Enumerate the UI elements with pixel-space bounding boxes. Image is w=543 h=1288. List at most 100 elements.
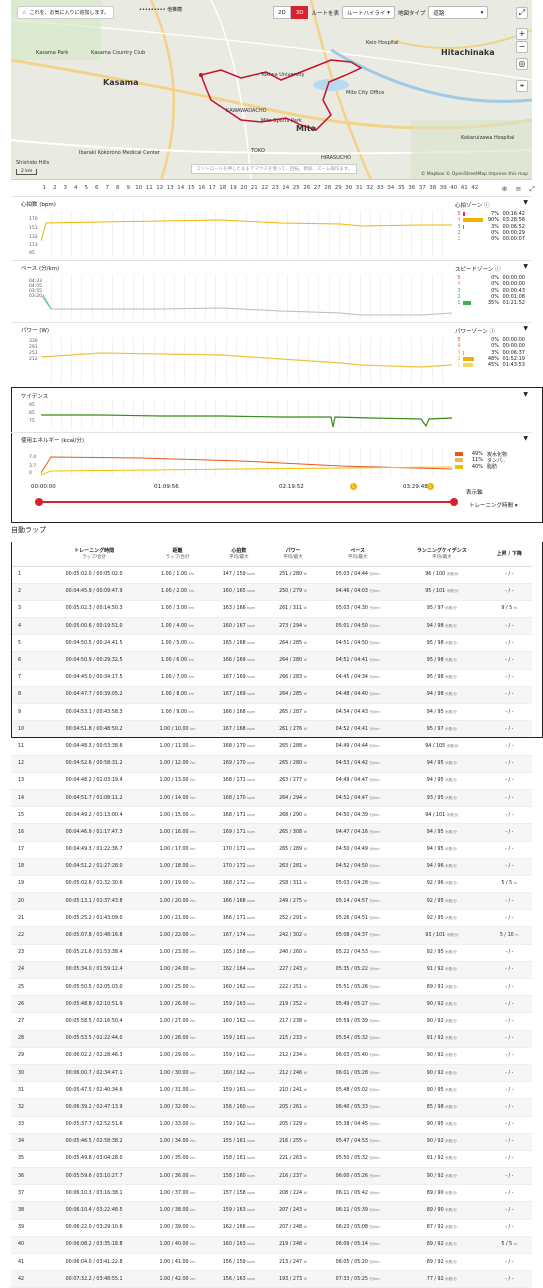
lap-number[interactable]: 21 <box>250 185 258 191</box>
route-map[interactable]: ☆ これを、お気に入りに追加します。 ••••••••• 他推薦 2D 3D ル… <box>11 0 532 180</box>
table-row[interactable]: 36 00:05:59.6 / 03:10:27.7 1.00 / 36.00 km… <box>11 1167 532 1186</box>
lap-marker-icon[interactable]: L <box>350 483 357 490</box>
table-row[interactable]: 14 00:04:51.7 / 01:08:11.2 1.00 / 14.00 km… <box>11 789 532 808</box>
lap-number[interactable]: 17 <box>208 185 216 191</box>
table-row[interactable]: 37 00:06:10.3 / 03:16:38.1 1.00 / 37.00 km… <box>11 1184 532 1203</box>
column-header[interactable]: パワー 平均/最大 <box>267 542 319 567</box>
chevron-down-icon[interactable]: ▼ <box>523 325 528 332</box>
compass-icon[interactable]: ◎ <box>516 58 528 70</box>
table-row[interactable]: 5 00:04:50.5 / 00:24:41.5 1.00 / 5.00 km 16… <box>11 634 532 653</box>
timeline-start-handle[interactable] <box>35 498 43 506</box>
lap-number[interactable]: 14 <box>177 185 185 191</box>
table-row[interactable]: 10 00:04:51.8 / 00:48:50.2 1.00 / 10.00 km… <box>11 720 532 739</box>
lap-number[interactable]: 31 <box>355 185 363 191</box>
lap-marker-icon[interactable]: L <box>427 483 434 490</box>
lap-number[interactable]: 8 <box>116 185 120 191</box>
table-row[interactable]: 8 00:04:47.7 / 00:39:05.2 1.00 / 8.00 km 16… <box>11 686 532 705</box>
lap-number[interactable]: 33 <box>376 185 384 191</box>
table-row[interactable]: 38 00:06:10.4 / 03:22:48.5 1.00 / 38.00 km… <box>11 1201 532 1220</box>
lap-number[interactable]: 24 <box>282 185 290 191</box>
fullscreen-icon[interactable]: ⤢ <box>516 7 528 19</box>
lap-number[interactable]: 9 <box>126 185 131 191</box>
table-row[interactable]: 28 00:05:53.5 / 02:22:44.0 1.00 / 28.00 km… <box>11 1030 532 1048</box>
table-row[interactable]: 2 00:04:45.9 / 00:09:47.9 1.00 / 2.00 km 16… <box>11 583 532 601</box>
column-header[interactable]: 上昇 / 下降 <box>486 542 532 567</box>
view-3d-button[interactable]: 3D <box>290 6 309 19</box>
table-row[interactable]: 33 00:05:37.7 / 02:52:51.6 1.00 / 33.00 km… <box>11 1116 532 1134</box>
table-row[interactable]: 12 00:04:52.6 / 00:58:31.2 1.00 / 12.00 km… <box>11 755 532 773</box>
lap-number[interactable]: 2 <box>53 185 57 191</box>
chevron-down-icon[interactable]: ▼ <box>523 435 528 442</box>
table-row[interactable]: 13 00:04:48.2 / 01:03:19.4 1.00 / 13.00 km… <box>11 772 532 790</box>
table-row[interactable]: 31 00:05:47.5 / 02:40:34.6 1.00 / 31.00 km… <box>11 1081 532 1100</box>
table-row[interactable]: 27 00:05:58.5 / 02:16:50.4 1.00 / 27.00 km… <box>11 1012 532 1031</box>
table-row[interactable]: 25 00:05:50.5 / 02:05:03.0 1.00 / 25.00 km… <box>11 978 532 997</box>
lap-number[interactable]: 41 <box>460 185 468 191</box>
table-row[interactable]: 15 00:04:49.2 / 01:13:00.4 1.00 / 15.00 km… <box>11 806 532 825</box>
table-row[interactable]: 19 00:05:02.6 / 01:32:30.6 1.00 / 19.00 km… <box>11 875 532 894</box>
chevron-down-icon[interactable]: ▼ <box>523 263 528 270</box>
locate-icon[interactable]: ⌖ <box>516 80 528 92</box>
table-row[interactable]: 6 00:04:50.9 / 00:29:32.5 1.00 / 6.00 km 16… <box>11 651 532 670</box>
lap-number[interactable]: 42 <box>471 185 479 191</box>
view-toggle[interactable]: 2D 3D <box>273 6 309 19</box>
lap-number[interactable]: 28 <box>324 185 332 191</box>
lap-number[interactable]: 11 <box>145 185 153 191</box>
lap-number[interactable]: 19 <box>229 185 237 191</box>
table-row[interactable]: 4 00:05:00.6 / 00:19:51.0 1.00 / 4.00 km 16… <box>11 617 532 636</box>
lap-number[interactable]: 26 <box>303 185 311 191</box>
table-row[interactable]: 30 00:06:00.7 / 02:34:47.1 1.00 / 30.00 km… <box>11 1064 532 1083</box>
timeline-end-handle[interactable] <box>450 498 458 506</box>
lap-number[interactable]: 15 <box>187 185 195 191</box>
table-row[interactable]: 32 00:06:39.2 / 02:47:13.9 1.00 / 32.00 km… <box>11 1098 532 1117</box>
table-row[interactable]: 26 00:05:48.8 / 02:10:51.9 1.00 / 26.00 km… <box>11 995 532 1014</box>
column-header[interactable]: 距離 ラップ/合計 <box>145 542 210 567</box>
zoom-icon[interactable]: ⊕ <box>501 185 508 193</box>
table-row[interactable]: 23 00:05:21.6 / 01:53:38.4 1.00 / 23.00 km… <box>11 944 532 962</box>
table-row[interactable]: 3 00:05:02.3 / 00:14:50.3 1.00 / 3.00 km 16… <box>11 600 532 619</box>
table-row[interactable]: 42 00:07:32.2 / 03:48:55.1 1.00 / 42.00 km… <box>11 1270 532 1288</box>
filter-icon[interactable]: ≡ <box>515 185 522 193</box>
table-row[interactable]: 29 00:06:02.2 / 02:28:46.3 1.00 / 29.00 km… <box>11 1047 532 1065</box>
axis-mode-select[interactable]: トレーニング時間 ▾ <box>469 503 518 509</box>
table-row[interactable]: 11 00:04:48.3 / 00:53:38.6 1.00 / 11.00 km… <box>11 737 532 756</box>
lap-number[interactable]: 29 <box>334 185 342 191</box>
column-header[interactable]: 心拍数 平均/最大 <box>209 542 268 567</box>
column-header[interactable]: ペース 平均/最大 <box>318 542 398 567</box>
lap-number[interactable]: 1 <box>42 185 47 191</box>
lap-number[interactable]: 13 <box>166 185 174 191</box>
lap-number[interactable]: 6 <box>95 185 99 191</box>
table-row[interactable]: 21 00:05:25.2 / 01:43:09.0 1.00 / 21.00 km… <box>11 909 532 928</box>
table-row[interactable]: 9 00:04:53.1 / 00:43:58.3 1.00 / 9.00 km 16… <box>11 703 532 722</box>
lap-number[interactable]: 32 <box>366 185 374 191</box>
lap-number[interactable]: 22 <box>261 185 269 191</box>
route-show-toggle[interactable]: ルートを表 <box>311 9 339 17</box>
lap-number[interactable]: 35 <box>397 185 405 191</box>
lap-number[interactable]: 25 <box>292 185 300 191</box>
column-header[interactable] <box>11 542 43 567</box>
column-header[interactable]: トレーニング時間 ラップ/合計 <box>43 542 146 567</box>
table-row[interactable]: 7 00:04:45.0 / 00:34:17.5 1.00 / 7.00 km 16… <box>11 669 532 687</box>
map-attribution[interactable]: © Mapbox © OpenStreetMap Improve this ma… <box>420 172 528 177</box>
lap-number[interactable]: 36 <box>408 185 416 191</box>
table-row[interactable]: 22 00:05:07.8 / 01:48:16.8 1.00 / 22.00 km… <box>11 926 532 945</box>
table-row[interactable]: 24 00:05:34.0 / 01:59:12.4 1.00 / 24.00 km… <box>11 961 532 980</box>
lap-number[interactable]: 30 <box>345 185 353 191</box>
lap-number[interactable]: 20 <box>240 185 248 191</box>
lap-number[interactable]: 27 <box>313 185 321 191</box>
table-row[interactable]: 18 00:04:51.2 / 01:27:28.0 1.00 / 18.00 km… <box>11 858 532 876</box>
chevron-down-icon[interactable]: ▼ <box>523 391 528 398</box>
table-row[interactable]: 34 00:05:46.5 / 02:58:38.2 1.00 / 34.00 km… <box>11 1133 532 1151</box>
table-row[interactable]: 41 00:06:04.0 / 03:41:22.8 1.00 / 41.00 km… <box>11 1253 532 1272</box>
lap-number[interactable]: 34 <box>387 185 395 191</box>
lap-number[interactable]: 39 <box>439 185 447 191</box>
lap-number[interactable]: 10 <box>135 185 143 191</box>
favorite-toggle[interactable]: ☆ これを、お気に入りに追加します。 <box>17 6 114 19</box>
lap-number[interactable]: 37 <box>418 185 426 191</box>
table-row[interactable]: 39 00:06:22.0 / 03:29:10.6 1.00 / 39.00 km… <box>11 1219 532 1237</box>
map-type-select[interactable]: 道路 ▾ <box>428 6 489 19</box>
table-row[interactable]: 16 00:04:46.9 / 01:17:47.3 1.00 / 16.00 km… <box>11 823 532 842</box>
zoom-out-icon[interactable]: − <box>516 41 528 53</box>
lap-number[interactable]: 7 <box>105 185 110 191</box>
table-row[interactable]: 20 00:05:13.1 / 01:37:43.8 1.00 / 20.00 km… <box>11 892 532 911</box>
